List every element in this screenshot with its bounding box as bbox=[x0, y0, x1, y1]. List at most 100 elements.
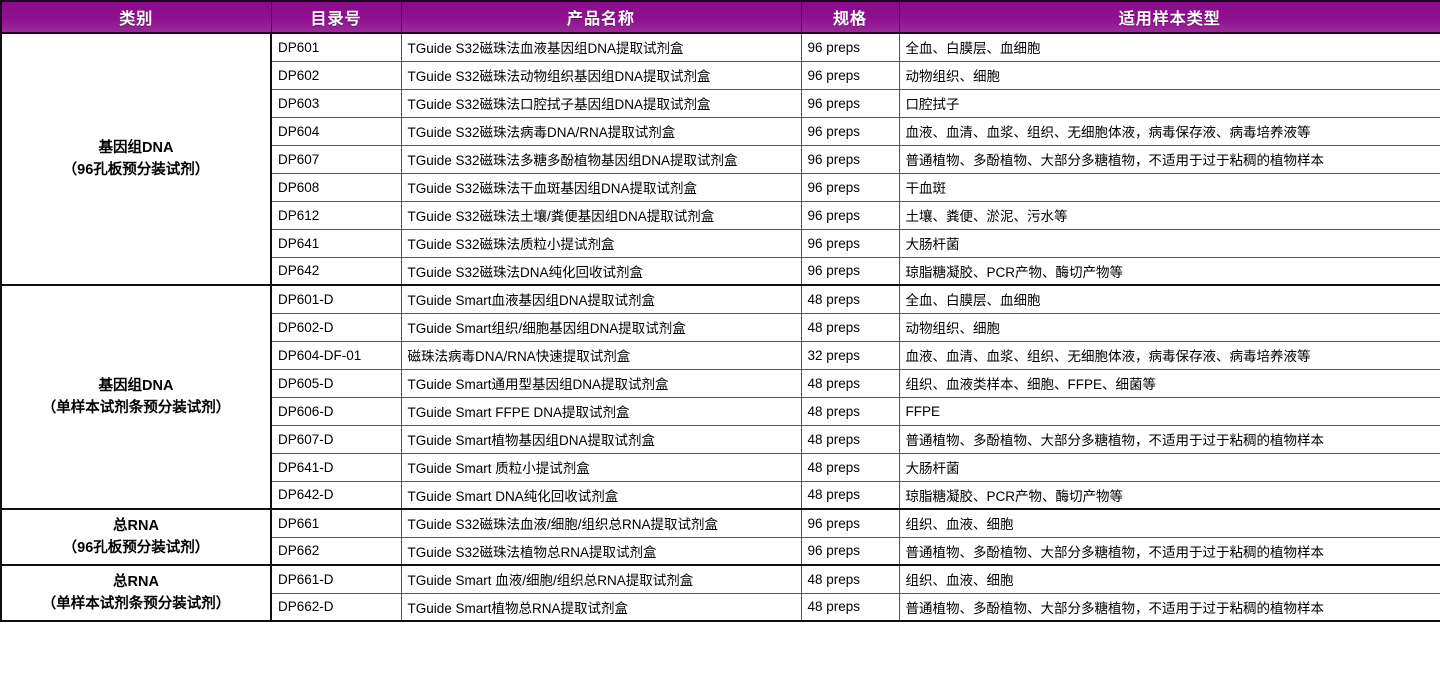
product-name-cell: 磁珠法病毒DNA/RNA快速提取试剂盒 bbox=[400, 340, 802, 370]
table-row: DP604-DF-01 磁珠法病毒DNA/RNA快速提取试剂盒 32 preps 血液… bbox=[1, 340, 1440, 370]
catalog-number-cell: DP607-D bbox=[270, 424, 402, 454]
category-cell: 基因组DNA （96孔板预分装试剂） bbox=[0, 32, 272, 286]
table-row: DP606-D TGuide Smart FFPE DNA提取试剂盒 48 prep… bbox=[1, 396, 1440, 426]
product-name-cell: TGuide S32磁珠法血液基因组DNA提取试剂盒 bbox=[400, 32, 802, 62]
catalog-number-cell: DP604 bbox=[270, 116, 402, 146]
specification-cell: 48 preps bbox=[800, 368, 900, 398]
specification-cell: 96 preps bbox=[800, 32, 900, 62]
specification-cell: 48 preps bbox=[800, 564, 900, 594]
catalog-number-cell: DP602-D bbox=[270, 312, 402, 342]
category-title: 总RNA bbox=[113, 517, 159, 534]
specification-cell: 48 preps bbox=[800, 284, 900, 314]
specification-cell: 96 preps bbox=[800, 144, 900, 174]
product-name-cell: TGuide S32磁珠法土壤/粪便基因组DNA提取试剂盒 bbox=[400, 200, 802, 230]
category-cell: 基因组DNA （单样本试剂条预分装试剂） bbox=[0, 284, 272, 510]
product-name-cell: TGuide S32磁珠法病毒DNA/RNA提取试剂盒 bbox=[400, 116, 802, 146]
sample-type-cell: 琼脂糖凝胶、PCR产物、酶切产物等 bbox=[898, 480, 1440, 510]
table-body: 基因组DNA （96孔板预分装试剂） DP601 TGuide S32磁珠法血液基因组… bbox=[0, 32, 1440, 622]
catalog-number-cell: DP662 bbox=[270, 536, 402, 566]
sample-type-cell: 动物组织、细胞 bbox=[898, 312, 1440, 342]
catalog-number-cell: DP607 bbox=[270, 144, 402, 174]
table-row: DP603 TGuide S32磁珠法口腔拭子基因组DNA提取试剂盒 96 prep… bbox=[1, 88, 1440, 118]
catalog-number-cell: DP606-D bbox=[270, 396, 402, 426]
catalog-number-cell: DP661-D bbox=[270, 564, 402, 594]
product-name-cell: TGuide S32磁珠法多糖多酚植物基因组DNA提取试剂盒 bbox=[400, 144, 802, 174]
category-cell: 总RNA （96孔板预分装试剂） bbox=[0, 508, 272, 566]
catalog-number-cell: DP605-D bbox=[270, 368, 402, 398]
table-row: DP642-D TGuide Smart DNA纯化回收试剂盒 48 preps 琼脂… bbox=[1, 480, 1440, 510]
sample-type-cell: 血液、血清、血浆、组织、无细胞体液，病毒保存液、病毒培养液等 bbox=[898, 340, 1440, 370]
specification-cell: 96 preps bbox=[800, 228, 900, 258]
catalog-number-cell: DP612 bbox=[270, 200, 402, 230]
column-header-product-name: 产品名称 bbox=[400, 0, 802, 34]
specification-cell: 48 preps bbox=[800, 480, 900, 510]
table-row: DP642 TGuide S32磁珠法DNA纯化回收试剂盒 96 preps 琼脂糖凝… bbox=[1, 256, 1440, 286]
category-subtitle: （96孔板预分装试剂） bbox=[62, 540, 210, 556]
sample-type-cell: 干血斑 bbox=[898, 172, 1440, 202]
product-name-cell: TGuide Smart通用型基因组DNA提取试剂盒 bbox=[400, 368, 802, 398]
product-name-cell: TGuide Smart DNA纯化回收试剂盒 bbox=[400, 480, 802, 510]
specification-cell: 96 preps bbox=[800, 200, 900, 230]
product-name-cell: TGuide S32磁珠法血液/细胞/组织总RNA提取试剂盒 bbox=[400, 508, 802, 538]
product-name-cell: TGuide S32磁珠法口腔拭子基因组DNA提取试剂盒 bbox=[400, 88, 802, 118]
table-row: DP602-D TGuide Smart组织/细胞基因组DNA提取试剂盒 48 pr… bbox=[1, 312, 1440, 342]
table-row: DP607-D TGuide Smart植物基因组DNA提取试剂盒 48 preps… bbox=[1, 424, 1440, 454]
product-catalog-table: 类别 目录号 产品名称 规格 适用样本类型 基因组DNA （96孔板预分装试剂） D… bbox=[0, 0, 1440, 622]
table-row: 基因组DNA （96孔板预分装试剂） DP601 TGuide S32磁珠法血液基因组… bbox=[0, 32, 1440, 286]
column-header-sample-type: 适用样本类型 bbox=[898, 0, 1440, 34]
category-subtitle: （96孔板预分装试剂） bbox=[62, 162, 210, 178]
sample-type-cell: FFPE bbox=[898, 396, 1440, 426]
specification-cell: 96 preps bbox=[800, 172, 900, 202]
sample-type-cell: 普通植物、多酚植物、大部分多糖植物，不适用于过于粘稠的植物样本 bbox=[898, 536, 1440, 566]
product-name-cell: TGuide Smart 质粒小提试剂盒 bbox=[400, 452, 802, 482]
table-row: DP612 TGuide S32磁珠法土壤/粪便基因组DNA提取试剂盒 96 pre… bbox=[1, 200, 1440, 230]
sample-type-cell: 普通植物、多酚植物、大部分多糖植物，不适用于过于粘稠的植物样本 bbox=[898, 144, 1440, 174]
category-subtitle: （单样本试剂条预分装试剂） bbox=[41, 400, 231, 416]
catalog-number-cell: DP662-D bbox=[270, 592, 402, 622]
sample-type-cell: 土壤、粪便、淤泥、污水等 bbox=[898, 200, 1440, 230]
catalog-number-cell: DP604-DF-01 bbox=[270, 340, 402, 370]
catalog-number-cell: DP642 bbox=[270, 256, 402, 286]
product-name-cell: TGuide S32磁珠法动物组织基因组DNA提取试剂盒 bbox=[400, 60, 802, 90]
product-name-cell: TGuide S32磁珠法干血斑基因组DNA提取试剂盒 bbox=[400, 172, 802, 202]
specification-cell: 96 preps bbox=[800, 116, 900, 146]
specification-cell: 48 preps bbox=[800, 424, 900, 454]
specification-cell: 96 preps bbox=[800, 508, 900, 538]
table-row: 总RNA （单样本试剂条预分装试剂） DP661-D TGuide Smart 血液/… bbox=[0, 564, 1440, 622]
table-row: DP607 TGuide S32磁珠法多糖多酚植物基因组DNA提取试剂盒 96 pr… bbox=[1, 144, 1440, 174]
specification-cell: 48 preps bbox=[800, 396, 900, 426]
specification-cell: 32 preps bbox=[800, 340, 900, 370]
specification-cell: 96 preps bbox=[800, 256, 900, 286]
sample-type-cell: 全血、白膜层、血细胞 bbox=[898, 284, 1440, 314]
specification-cell: 96 preps bbox=[800, 536, 900, 566]
catalog-number-cell: DP601 bbox=[270, 32, 402, 62]
category-title: 总RNA bbox=[113, 573, 159, 590]
catalog-number-cell: DP641-D bbox=[270, 452, 402, 482]
column-header-specification: 规格 bbox=[800, 0, 900, 34]
sample-type-cell: 血液、血清、血浆、组织、无细胞体液，病毒保存液、病毒培养液等 bbox=[898, 116, 1440, 146]
product-name-cell: TGuide Smart植物基因组DNA提取试剂盒 bbox=[400, 424, 802, 454]
table-row: DP641 TGuide S32磁珠法质粒小提试剂盒 96 preps 大肠杆菌 bbox=[1, 228, 1440, 258]
table-row: DP602 TGuide S32磁珠法动物组织基因组DNA提取试剂盒 96 prep… bbox=[1, 60, 1440, 90]
sample-type-cell: 琼脂糖凝胶、PCR产物、酶切产物等 bbox=[898, 256, 1440, 286]
catalog-number-cell: DP642-D bbox=[270, 480, 402, 510]
table-row: DP662-D TGuide Smart植物总RNA提取试剂盒 48 preps 普通… bbox=[1, 592, 1440, 622]
table-header: 类别 目录号 产品名称 规格 适用样本类型 bbox=[0, 0, 1440, 34]
table-row: DP608 TGuide S32磁珠法干血斑基因组DNA提取试剂盒 96 preps… bbox=[1, 172, 1440, 202]
sample-type-cell: 大肠杆菌 bbox=[898, 452, 1440, 482]
sample-type-cell: 全血、白膜层、血细胞 bbox=[898, 32, 1440, 62]
category-title: 基因组DNA bbox=[98, 139, 174, 156]
specification-cell: 96 preps bbox=[800, 60, 900, 90]
category-title: 基因组DNA bbox=[98, 377, 174, 394]
product-name-cell: TGuide Smart FFPE DNA提取试剂盒 bbox=[400, 396, 802, 426]
product-name-cell: TGuide Smart 血液/细胞/组织总RNA提取试剂盒 bbox=[400, 564, 802, 594]
catalog-number-cell: DP608 bbox=[270, 172, 402, 202]
sample-type-cell: 组织、血液类样本、细胞、FFPE、细菌等 bbox=[898, 368, 1440, 398]
sample-type-cell: 普通植物、多酚植物、大部分多糖植物，不适用于过于粘稠的植物样本 bbox=[898, 592, 1440, 622]
sample-type-cell: 动物组织、细胞 bbox=[898, 60, 1440, 90]
sample-type-cell: 组织、血液、细胞 bbox=[898, 564, 1440, 594]
specification-cell: 48 preps bbox=[800, 452, 900, 482]
specification-cell: 96 preps bbox=[800, 88, 900, 118]
product-name-cell: TGuide Smart植物总RNA提取试剂盒 bbox=[400, 592, 802, 622]
catalog-number-cell: DP641 bbox=[270, 228, 402, 258]
